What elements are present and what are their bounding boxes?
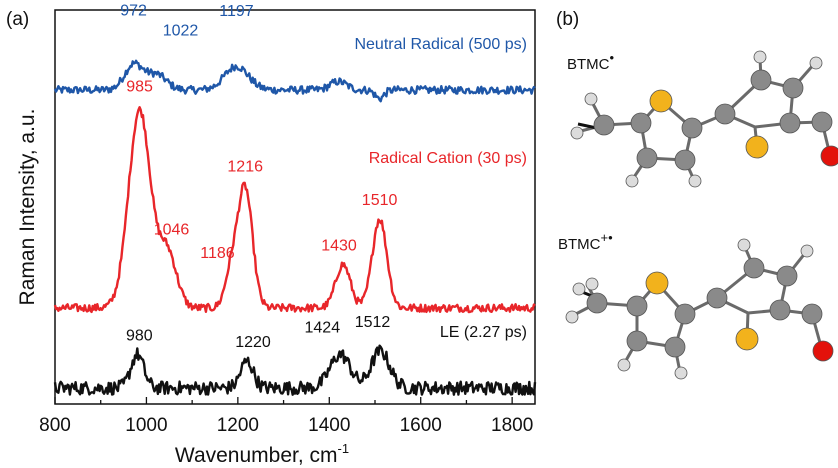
peak-label: 1216 — [227, 159, 263, 176]
x-axis-ticks: 800 1000 1200 1400 1600 1800 — [39, 397, 533, 436]
panel-label-a: (a) — [6, 9, 29, 30]
x-tick-label: 1200 — [217, 415, 259, 436]
peak-label: 1512 — [355, 314, 391, 331]
peak-label: 1022 — [163, 23, 199, 40]
molecule-label-cation-sup: +• — [601, 230, 614, 245]
x-axis-title-superscript: -1 — [338, 441, 350, 456]
molecule-label-radical-sup: • — [610, 50, 615, 65]
molecule-structure-cation — [565, 238, 834, 380]
x-tick-label: 1000 — [125, 415, 167, 436]
molecule-label-radical-text: BTMC — [567, 56, 610, 73]
peak-label: 1430 — [321, 237, 357, 254]
peak-label: 1424 — [305, 319, 341, 336]
molecule-label-cation: BTMC+• — [558, 230, 613, 253]
plot-frame — [54, 9, 536, 405]
peak-label: 1197 — [219, 3, 254, 20]
peak-label: 1510 — [362, 192, 398, 209]
x-tick-label: 1600 — [400, 415, 442, 436]
molecule-structure-radical — [570, 50, 838, 188]
x-axis-title-text: Wavenumber, cm — [175, 444, 338, 467]
x-tick-label: 1800 — [491, 415, 533, 436]
series-line-le — [53, 344, 537, 396]
y-axis-title: Raman Intensity, a.u. — [16, 109, 39, 306]
series-label-le: LE (2.27 ps) — [440, 324, 527, 341]
series-line-radical-cation — [53, 106, 536, 314]
molecule-label-radical: BTMC• — [567, 50, 615, 73]
x-tick-label: 800 — [39, 415, 71, 436]
peak-label: 1186 — [200, 245, 235, 262]
panel-label-b: (b) — [556, 9, 579, 30]
x-axis-title: Wavenumber, cm-1 — [175, 441, 349, 467]
molecule-label-cation-text: BTMC — [558, 236, 601, 253]
peak-label: 972 — [120, 2, 147, 19]
peak-annotations: 972 1022 1197 985 1046 1186 1216 1430 1510 980 122… — [120, 2, 397, 351]
peak-label: 1220 — [235, 334, 271, 351]
x-tick-label: 1400 — [308, 415, 350, 436]
peak-label: 1046 — [154, 222, 190, 239]
series-label-radical-cation: Radical Cation (30 ps) — [369, 150, 527, 167]
peak-label: 980 — [126, 327, 153, 344]
series-line-neutral-radical — [53, 59, 536, 103]
series-label-neutral-radical: Neutral Radical (500 ps) — [354, 36, 527, 53]
peak-label: 985 — [126, 79, 153, 96]
